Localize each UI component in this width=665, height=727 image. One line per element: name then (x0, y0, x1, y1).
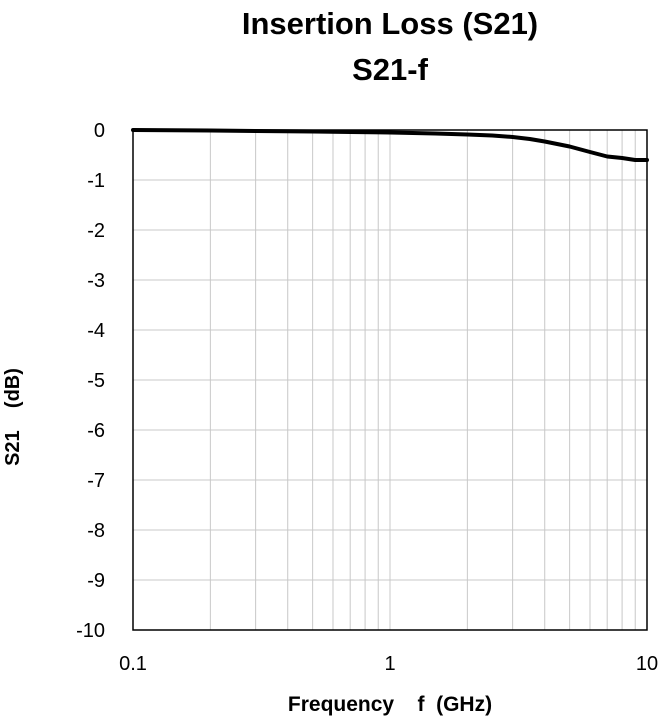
y-axis-label: S21 (dB) (2, 368, 24, 466)
series-layer (131, 128, 649, 162)
y-tick-label: -9 (87, 570, 105, 592)
y-tick-label: -5 (87, 370, 105, 392)
y-tick-label: -2 (87, 220, 105, 242)
x-tick-labels: 0.1 1 10 (119, 653, 658, 675)
y-tick-label: -1 (87, 170, 105, 192)
x-tick-label: 10 (636, 653, 658, 675)
y-tick-label: -8 (87, 520, 105, 542)
y-tick-label: -7 (87, 470, 105, 492)
series-line (131, 128, 649, 162)
y-tick-label: 0 (94, 120, 105, 142)
x-tick-label: 0.1 (119, 653, 147, 675)
x-tick-label: 1 (384, 653, 395, 675)
y-tick-labels: 0 -1 -2 -3 -4 -5 -6 -7 -8 -9 -10 (76, 120, 105, 642)
x-axis-label: Frequency f (GHz) (287, 693, 493, 716)
y-tick-label: -4 (87, 320, 105, 342)
y-tick-label: -10 (76, 620, 105, 642)
y-tick-label: -3 (87, 270, 105, 292)
chart-subtitle: S21-f (352, 52, 428, 87)
plot-area (132, 129, 648, 631)
grid (133, 130, 647, 630)
y-tick-label: -6 (87, 420, 105, 442)
chart-title: Insertion Loss (S21) (241, 6, 539, 41)
